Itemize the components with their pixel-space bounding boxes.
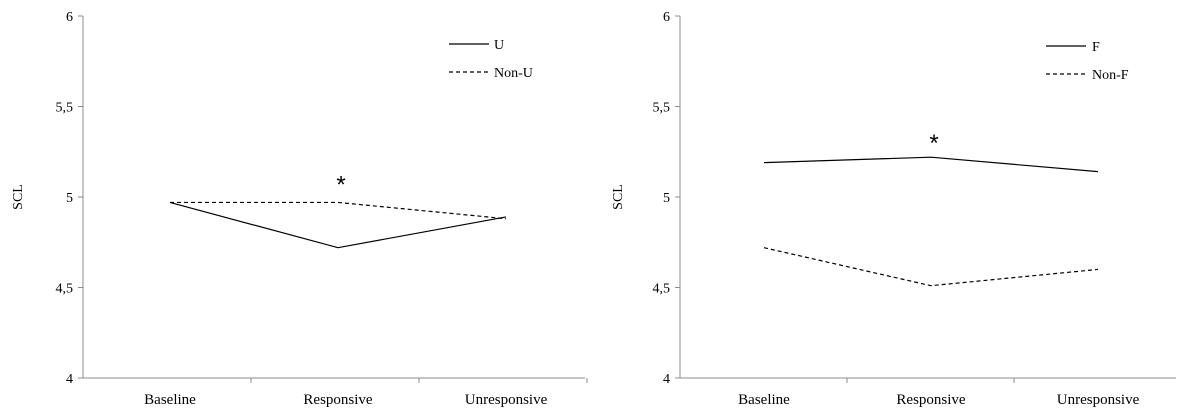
- legend-label: U: [494, 38, 504, 53]
- series-line-non-f: [763, 247, 1099, 287]
- y-tick-label: 4: [66, 372, 73, 387]
- x-tick-label: Unresponsive: [1057, 392, 1140, 408]
- x-tick-label: Responsive: [303, 392, 373, 408]
- series-line-u: [169, 201, 507, 249]
- y-tick-label: 5,5: [653, 101, 671, 116]
- series-line-non-u: [170, 201, 507, 220]
- chart-panel-2: 4 4,5 5 5,5 6 Baseline Responsive Unresponsive S…: [611, 10, 1176, 408]
- y-tick-label: 5: [663, 191, 670, 206]
- y-tick-label: 4: [663, 372, 670, 387]
- y-tick-label: 6: [663, 10, 670, 25]
- y-tick-label: 6: [66, 10, 73, 25]
- series-line-f: [763, 156, 1099, 173]
- legend-label: Non-U: [494, 66, 533, 81]
- y-tick-label: 5: [66, 191, 73, 206]
- y-tick-label: 4,5: [653, 282, 671, 297]
- y-tick-label: 5,5: [56, 101, 74, 116]
- significance-asterisk: *: [929, 130, 938, 157]
- legend-label: Non-F: [1092, 68, 1129, 83]
- chart-panel-1: 4 4,5 5 5,5 6 Baseline Responsive Unresponsive S…: [11, 10, 588, 408]
- y-axis-title: SCL: [11, 184, 26, 210]
- y-axis-title: SCL: [611, 184, 626, 210]
- legend-label: F: [1092, 40, 1100, 55]
- x-tick-label: Baseline: [738, 392, 790, 408]
- x-tick-label: Responsive: [896, 392, 966, 408]
- y-tick-label: 4,5: [56, 282, 74, 297]
- significance-asterisk: *: [336, 172, 345, 199]
- x-tick-label: Baseline: [144, 392, 196, 408]
- x-tick-label: Unresponsive: [465, 392, 548, 408]
